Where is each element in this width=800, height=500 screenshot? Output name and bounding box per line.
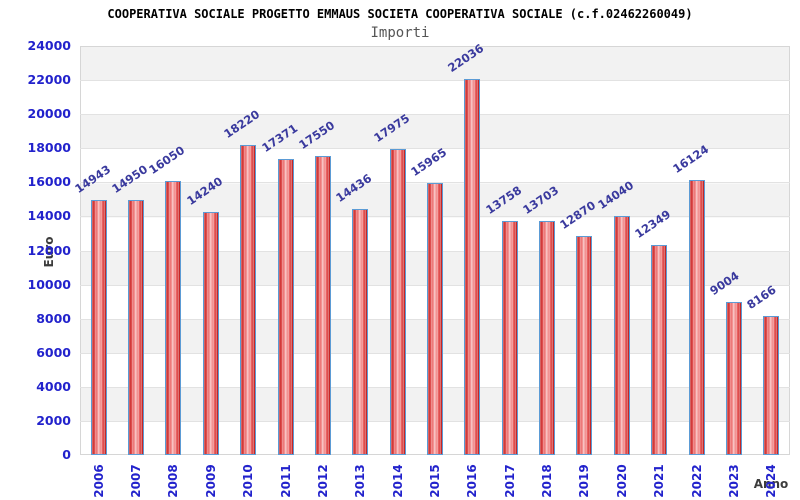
x-tick-label: 2010 [241,464,256,498]
gridline [80,182,790,184]
x-tick-label: 2024 [764,464,779,498]
y-tick-label: 2000 [36,412,71,428]
bar-2009 [202,212,219,455]
y-tick-label: 4000 [36,378,71,394]
y-tick-label: 20000 [27,106,72,122]
x-tick-label: 2020 [614,464,629,498]
x-tick-label: 2006 [91,464,106,498]
x-tick-label: 2018 [540,464,555,498]
bar-2023 [725,301,742,455]
x-tick-label: 2021 [652,464,667,498]
bar-2022 [688,180,705,455]
x-tick-label: 2015 [428,464,442,498]
y-tick-label: 12000 [27,242,72,258]
bar-2014 [389,148,406,455]
x-tick-label: 2023 [726,464,741,498]
bar-2024 [763,315,780,455]
y-tick-label: 10000 [27,276,72,292]
bar-2017 [501,220,518,455]
chart-subtitle: Importi [370,25,430,41]
y-tick-label: 14000 [27,208,72,224]
bar-2013 [352,208,369,455]
bar-2019 [576,235,593,455]
bar-2012 [314,155,331,455]
bar-2011 [277,158,294,455]
x-tick-label: 2016 [465,464,480,498]
x-tick-label: 2013 [353,464,368,498]
y-tick-label: 8000 [36,310,71,326]
x-tick-label: 2017 [502,464,517,498]
bar-2006 [90,200,107,455]
bar-2021 [651,244,668,455]
bar-2007 [128,200,145,455]
gridline [80,148,790,150]
gridline [80,114,790,116]
x-tick-label: 2007 [129,464,144,498]
x-tick-label: 2019 [577,464,592,498]
y-tick-label: 0 [62,447,71,462]
y-tick-label: 16000 [27,174,72,190]
bar-2018 [539,221,556,455]
y-tick-label: 22000 [27,72,72,88]
gridline [80,80,790,82]
y-tick-label: 24000 [27,38,72,53]
bar-2010 [240,144,257,455]
x-tick-label: 2014 [390,464,405,498]
chart-title: COOPERATIVA SOCIALE PROGETTO EMMAUS SOCI… [107,7,693,21]
y-tick-label: 18000 [27,140,72,156]
x-tick-label: 2011 [278,464,293,498]
bar-2015 [427,182,443,455]
bar-2008 [165,181,182,455]
x-tick-label: 2012 [315,464,330,498]
x-tick-label: 2022 [689,464,704,498]
y-tick-label: 6000 [36,344,71,360]
bar-2016 [464,79,481,455]
x-tick-label: 2009 [203,464,218,498]
x-axis-label: Anno [753,477,789,491]
bar-2020 [613,215,630,455]
x-tick-label: 2008 [166,464,181,498]
